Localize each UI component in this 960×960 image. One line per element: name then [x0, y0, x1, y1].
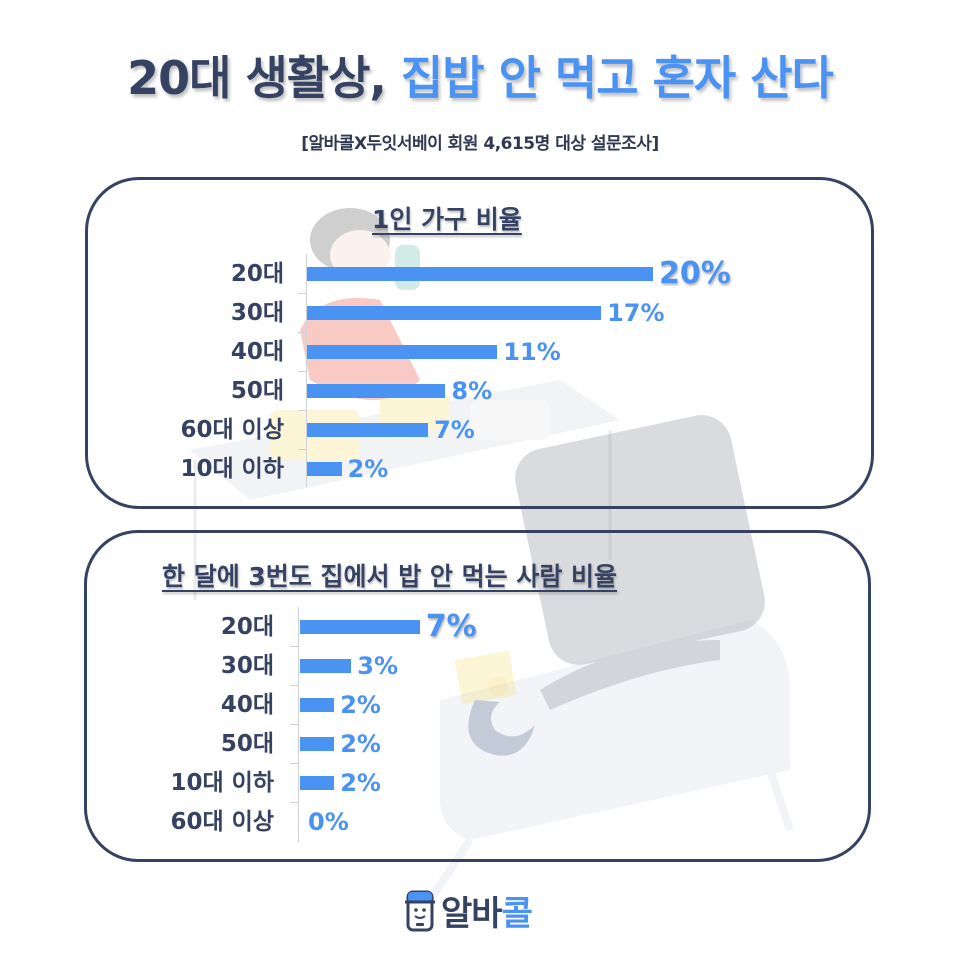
chart-title-skip-home-meals: 한 달에 3번도 집에서 밥 안 먹는 사람 비율	[162, 562, 618, 591]
title-part-dark: 20대 생활상,	[127, 51, 387, 105]
phone-smile-icon	[405, 890, 435, 931]
chart-title-single-household: 1인 가구 비율	[372, 205, 522, 234]
axis-tick	[290, 685, 298, 686]
axis-tick	[298, 332, 306, 333]
axis-tick	[298, 293, 306, 294]
bar	[300, 776, 335, 790]
logo-text: 알바콜	[441, 886, 533, 935]
category-label: 20대	[230, 261, 284, 287]
survey-source-subtitle: [알바콜X두잇서베이 회원 4,615명 대상 설문조사]	[301, 134, 659, 154]
axis-tick	[298, 410, 306, 411]
bar	[307, 462, 342, 476]
value-label: 7%	[425, 609, 477, 644]
value-label: 2%	[340, 691, 381, 719]
value-label: 2%	[340, 730, 381, 758]
category-label: 30대	[220, 653, 274, 679]
bar	[307, 384, 446, 398]
y-axis-line	[306, 254, 307, 487]
axis-tick	[290, 763, 298, 764]
axis-tick	[298, 371, 306, 372]
chart-panel-single-household	[85, 177, 874, 509]
bar	[307, 345, 498, 359]
axis-tick	[290, 802, 298, 803]
bar	[307, 306, 602, 320]
bar	[300, 620, 420, 634]
logo-text-dark: 알바	[441, 894, 503, 934]
axis-tick	[290, 646, 298, 647]
chart-panel-skip-home-meals	[84, 530, 871, 862]
bar	[300, 698, 335, 712]
bar	[300, 659, 352, 673]
category-label: 10대 이하	[180, 456, 285, 482]
category-label: 60대 이상	[180, 417, 285, 443]
value-label: 20%	[659, 256, 731, 291]
category-label: 40대	[230, 339, 284, 365]
category-label: 50대	[220, 731, 274, 757]
value-label: 11%	[503, 338, 561, 366]
value-label: 3%	[357, 652, 399, 680]
category-label: 20대	[220, 614, 274, 640]
albacall-logo: 알바콜	[405, 886, 533, 935]
category-label: 60대 이상	[170, 809, 275, 835]
y-axis-line	[298, 607, 299, 842]
value-label: 17%	[607, 299, 665, 327]
bar	[307, 267, 653, 281]
value-label: 8%	[451, 377, 493, 405]
axis-tick	[298, 449, 306, 450]
category-label: 10대 이하	[170, 770, 275, 796]
category-label: 40대	[220, 692, 274, 718]
value-label: 2%	[347, 455, 389, 483]
value-label: 2%	[340, 769, 381, 797]
category-label: 30대	[230, 300, 284, 326]
logo-text-accent: 콜	[501, 894, 533, 934]
page-title: 20대 생활상, 집밥 안 먹고 혼자 산다	[0, 42, 960, 108]
bar	[307, 423, 429, 437]
axis-tick	[290, 724, 298, 725]
bar	[300, 737, 335, 751]
value-label: 7%	[434, 416, 475, 444]
value-label: 0%	[308, 808, 349, 836]
category-label: 50대	[230, 378, 284, 404]
title-part-accent: 집밥 안 먹고 혼자 산다	[400, 51, 834, 105]
